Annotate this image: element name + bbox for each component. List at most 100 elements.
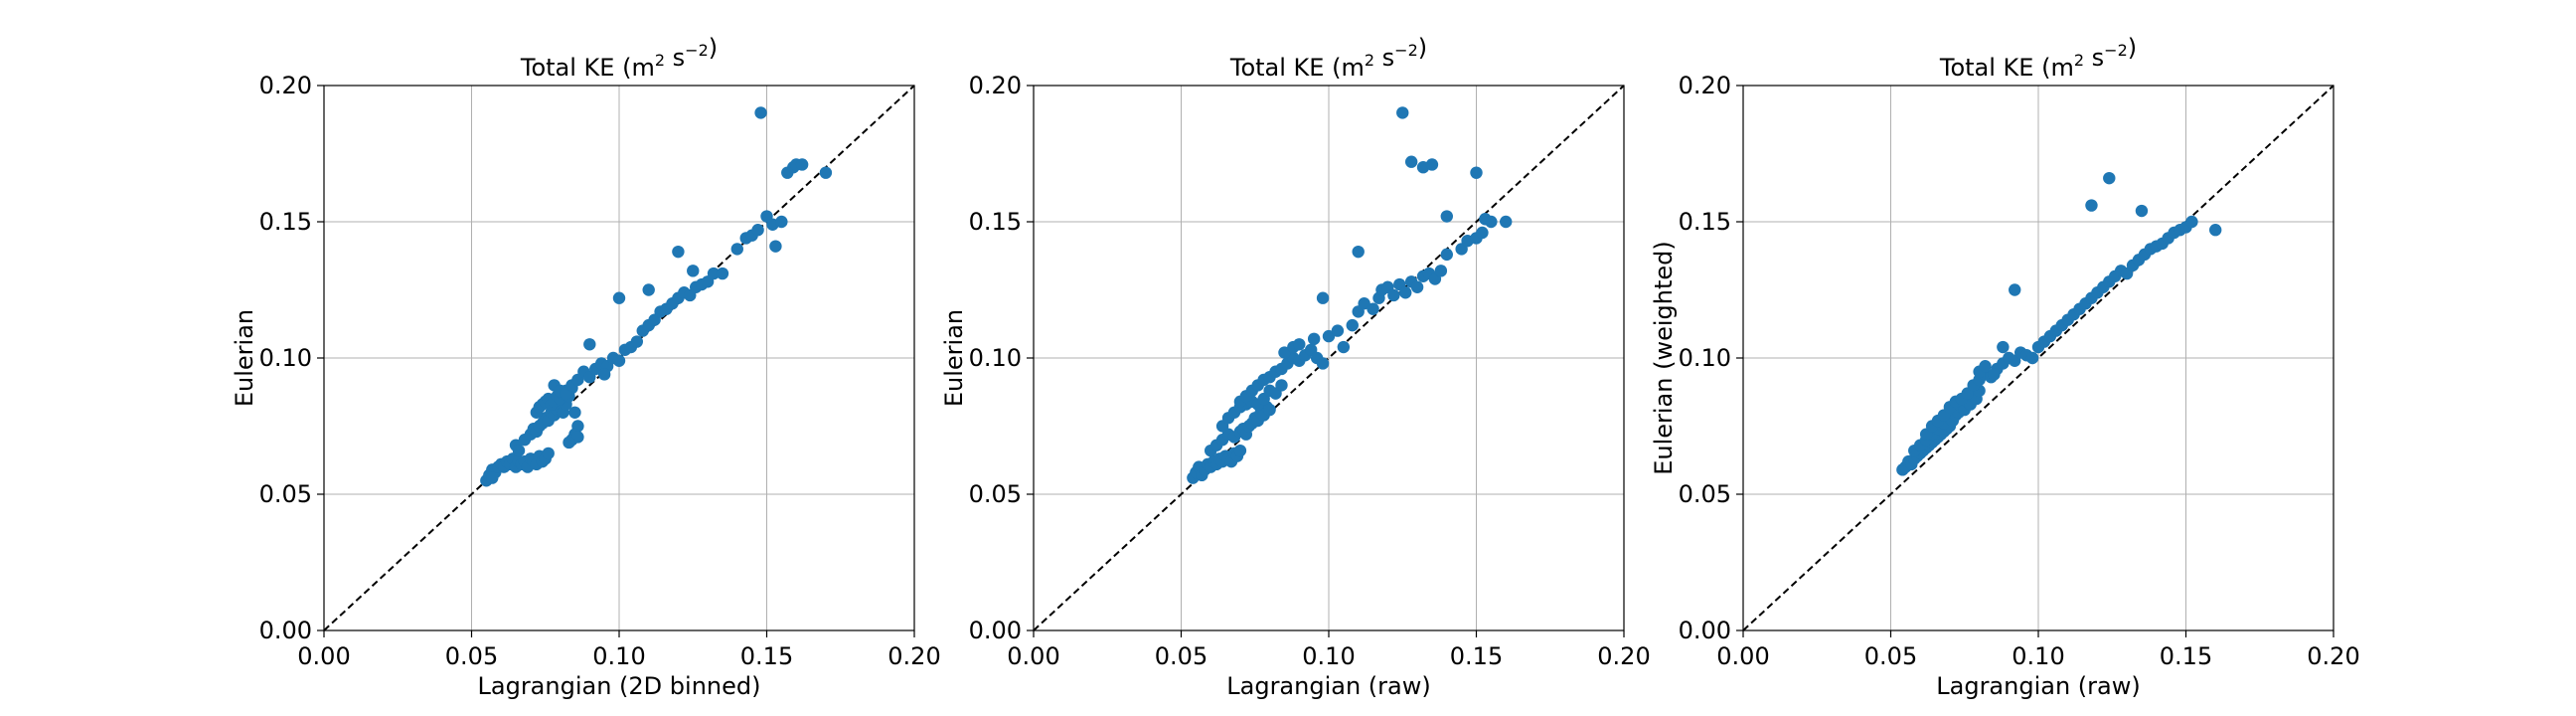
x-axis-label: Lagrangian (raw) bbox=[1936, 672, 2140, 700]
y-tick-label: 0.00 bbox=[1679, 617, 1731, 644]
title-superscript: 2 bbox=[655, 51, 665, 70]
x-tick-label: 0.00 bbox=[1007, 642, 1059, 670]
y-tick-label: 0.05 bbox=[969, 480, 1022, 508]
y-axis-label: Eulerian bbox=[231, 309, 258, 407]
chart-panel-1: 0.00 0.05 0.10 0.15 0.20 0.00 0.05 0.10 0.15 0.20… bbox=[231, 34, 941, 700]
chart-title: Total KE (m2 s−2) bbox=[1229, 34, 1427, 82]
scatter-point bbox=[1263, 403, 1276, 417]
title-superscript: −2 bbox=[685, 41, 709, 60]
scatter-point bbox=[1997, 340, 2010, 354]
reference-line bbox=[323, 85, 915, 631]
title-segment: Total KE (m bbox=[1939, 54, 2074, 82]
scatter-point bbox=[512, 444, 526, 457]
scatter-point bbox=[795, 158, 809, 171]
scatter-point bbox=[1988, 368, 2001, 381]
scatter-point bbox=[1470, 166, 1483, 179]
scatter-point bbox=[1440, 210, 1454, 223]
title-segment: s bbox=[665, 44, 685, 72]
x-tick-label: 0.00 bbox=[297, 642, 350, 670]
scatter-point bbox=[769, 240, 782, 253]
scatter-point bbox=[1410, 280, 1424, 293]
scatter-point bbox=[2185, 215, 2198, 229]
x-tick-label: 0.20 bbox=[2307, 642, 2359, 670]
scatter-point bbox=[687, 265, 700, 277]
y-tick-label: 0.10 bbox=[969, 344, 1022, 372]
title-segment: ) bbox=[709, 34, 718, 62]
y-tick-label: 0.10 bbox=[1679, 344, 1731, 372]
scatter-point bbox=[672, 245, 685, 259]
scatter-point bbox=[2135, 204, 2149, 218]
y-tick-label: 0.20 bbox=[1679, 72, 1731, 99]
scatter-point bbox=[716, 267, 729, 280]
scatter-point bbox=[1278, 346, 1291, 359]
x-tick-label: 0.05 bbox=[445, 642, 498, 670]
scatter-point bbox=[597, 368, 611, 381]
chart-title: Total KE (m2 s−2) bbox=[520, 34, 718, 82]
scatter-point bbox=[1358, 297, 1370, 310]
x-tick-label: 0.15 bbox=[1450, 642, 1503, 670]
y-tick-label: 0.15 bbox=[1679, 208, 1731, 236]
scatter-point bbox=[630, 335, 644, 348]
scatter-point bbox=[1396, 106, 1409, 119]
x-tick-label: 0.10 bbox=[592, 642, 645, 670]
scatter-point bbox=[754, 106, 767, 119]
scatter-point bbox=[571, 431, 584, 444]
scatter-point bbox=[1307, 332, 1321, 346]
scatter-point bbox=[1440, 248, 1454, 262]
title-segment: Total KE (m bbox=[1229, 54, 1365, 82]
scatter-point bbox=[707, 267, 721, 280]
title-segment: ) bbox=[2128, 34, 2137, 62]
title-superscript: 2 bbox=[2074, 51, 2084, 70]
scatter-point bbox=[730, 243, 743, 256]
scatter-point bbox=[1476, 226, 1489, 240]
chart-panel-2: 0.00 0.05 0.10 0.15 0.20 0.00 0.05 0.10 0.15 0.20… bbox=[940, 34, 1651, 700]
scatter-point bbox=[1979, 360, 1992, 373]
scatter-point bbox=[775, 215, 788, 229]
x-tick-label: 0.10 bbox=[2012, 642, 2064, 670]
scatter-point bbox=[1425, 158, 1439, 171]
scatter-point bbox=[563, 436, 575, 449]
reference-line bbox=[1742, 85, 2334, 631]
y-axis-label: Eulerian bbox=[940, 309, 968, 407]
scatter-point bbox=[2103, 171, 2116, 185]
title-superscript: −2 bbox=[1394, 41, 1418, 60]
x-tick-label: 0.05 bbox=[1155, 642, 1208, 670]
x-tick-label: 0.15 bbox=[740, 642, 793, 670]
reference-line bbox=[1033, 85, 1625, 631]
y-tick-label: 0.15 bbox=[259, 208, 312, 236]
title-segment: Total KE (m bbox=[520, 54, 655, 82]
scatter-point bbox=[1316, 291, 1330, 304]
y-tick-label: 0.20 bbox=[969, 72, 1022, 99]
scatter-point bbox=[1346, 318, 1359, 332]
scatter-point bbox=[568, 406, 581, 419]
y-tick-label: 0.05 bbox=[1679, 480, 1731, 508]
scatter-point bbox=[2085, 199, 2098, 212]
title-superscript: −2 bbox=[2104, 41, 2128, 60]
y-tick-label: 0.00 bbox=[969, 617, 1022, 644]
scatter-point bbox=[1322, 329, 1336, 343]
scatter-point bbox=[1275, 379, 1288, 392]
scatter-point bbox=[1399, 286, 1412, 299]
title-superscript: 2 bbox=[1365, 51, 1374, 70]
y-tick-label: 0.05 bbox=[259, 480, 312, 508]
scatter-point bbox=[2209, 224, 2222, 237]
scatter-point bbox=[612, 291, 626, 304]
scatter-point bbox=[1331, 324, 1345, 337]
title-segment: s bbox=[2084, 44, 2104, 72]
scatter-point bbox=[1434, 265, 1448, 277]
y-tick-label: 0.10 bbox=[259, 344, 312, 372]
scatter-point bbox=[542, 447, 555, 460]
scatter-point bbox=[486, 471, 499, 484]
scatter-point bbox=[612, 354, 626, 367]
x-tick-label: 0.10 bbox=[1302, 642, 1355, 670]
chart-panel-3: 0.00 0.05 0.10 0.15 0.20 0.00 0.05 0.10 0.15 0.20… bbox=[1650, 34, 2360, 700]
scatter-point bbox=[1352, 245, 1365, 259]
scatter-point bbox=[1367, 302, 1379, 315]
x-tick-label: 0.20 bbox=[1597, 642, 1650, 670]
x-axis-label: Lagrangian (raw) bbox=[1226, 672, 1430, 700]
x-axis-label: Lagrangian (2D binned) bbox=[478, 672, 761, 700]
scatter-point bbox=[1233, 444, 1247, 457]
scatter-point bbox=[583, 338, 596, 351]
scatter-point bbox=[642, 283, 655, 296]
